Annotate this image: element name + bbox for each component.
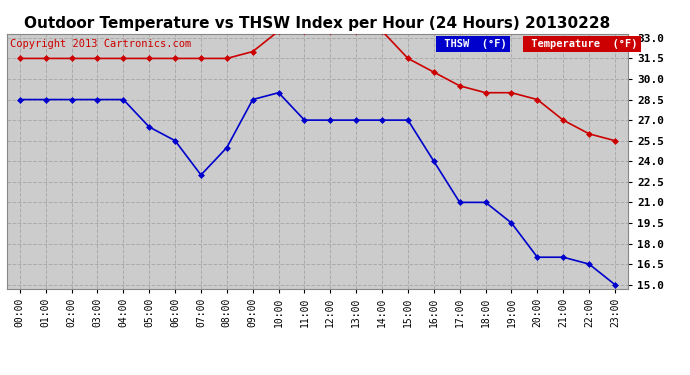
Text: THSW  (°F): THSW (°F): [439, 39, 507, 49]
Text: Copyright 2013 Cartronics.com: Copyright 2013 Cartronics.com: [10, 39, 191, 49]
Title: Outdoor Temperature vs THSW Index per Hour (24 Hours) 20130228: Outdoor Temperature vs THSW Index per Ho…: [24, 16, 611, 31]
Text: Temperature  (°F): Temperature (°F): [526, 39, 638, 49]
